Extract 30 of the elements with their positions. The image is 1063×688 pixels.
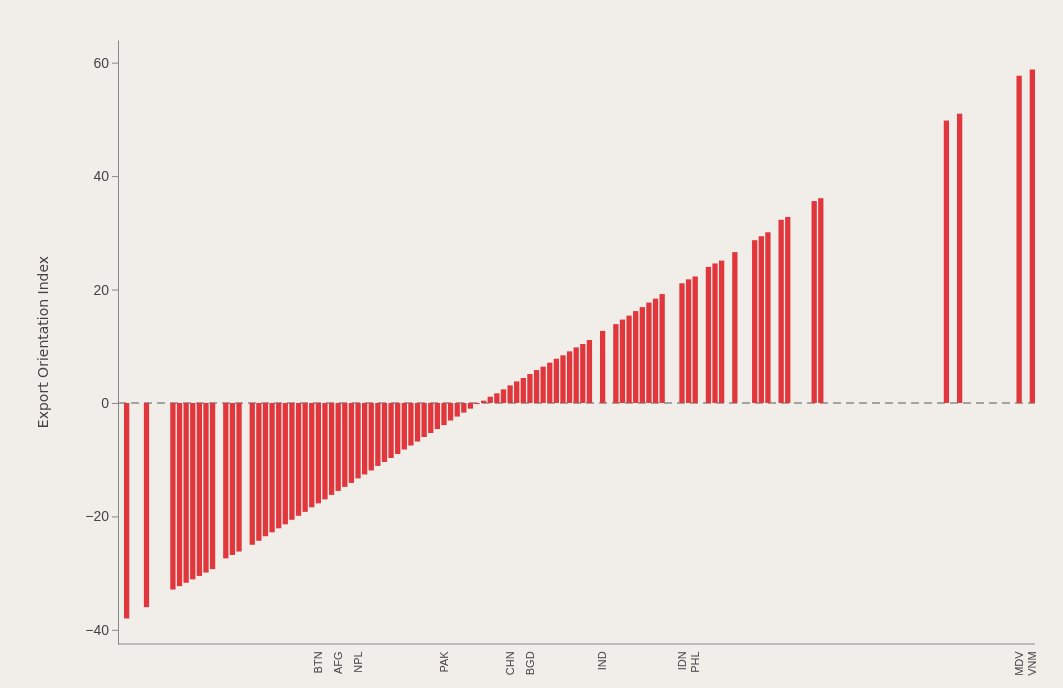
x-tick-label: BTN <box>312 651 325 674</box>
y-tick-label: 40 <box>93 168 110 185</box>
bar <box>223 402 229 559</box>
bar <box>692 276 698 403</box>
x-tick-label: PAK <box>437 650 450 673</box>
y-tick-label: 60 <box>93 54 110 71</box>
x-tick-label: IDN <box>675 651 688 671</box>
x-tick-label: BGD <box>523 651 536 676</box>
bar <box>599 330 606 403</box>
y-tick-label: −20 <box>85 508 110 525</box>
bar <box>143 402 150 608</box>
bar <box>1016 75 1022 403</box>
x-tick-label: AFG <box>332 651 345 675</box>
y-tick-label: −40 <box>85 621 110 638</box>
bar <box>943 120 950 403</box>
bar <box>752 240 758 403</box>
x-tick-label: IND <box>596 651 609 671</box>
bar <box>586 340 593 403</box>
x-tick-label: VNM <box>1026 651 1039 676</box>
y-tick-label: 20 <box>93 281 110 298</box>
y-axis-title: Export Orientation Index <box>35 255 51 429</box>
x-tick-label: NPL <box>351 651 364 673</box>
bar <box>732 252 738 403</box>
bar <box>1029 69 1035 403</box>
bar <box>956 113 963 403</box>
x-tick-label: MDV <box>1012 650 1025 676</box>
bar <box>124 402 130 619</box>
x-tick-label: CHN <box>503 651 516 676</box>
x-tick-label: PHL <box>689 651 702 673</box>
y-tick-label: 0 <box>101 394 110 411</box>
